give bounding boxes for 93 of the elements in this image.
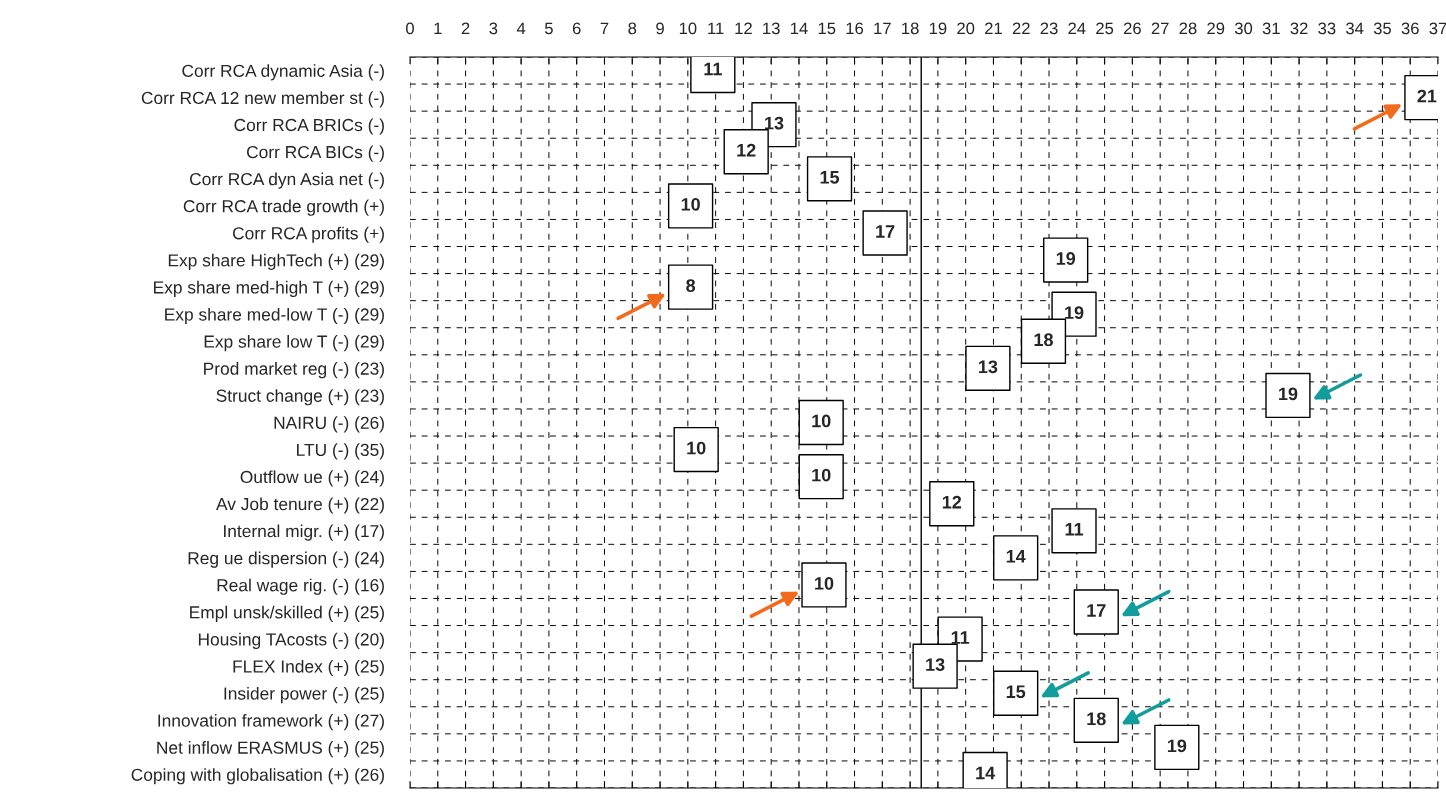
y-tick-label: Exp share med-low T (-) (29) bbox=[165, 307, 384, 325]
x-tick-label: 21 bbox=[985, 22, 1002, 35]
y-tick-label: Housing TAcosts (-) (20) bbox=[198, 632, 384, 649]
x-tick-label: 12 bbox=[735, 22, 752, 35]
annotation: 19 bbox=[1065, 306, 1084, 320]
x-tick-label: 1 bbox=[434, 22, 442, 35]
annotation: 11 bbox=[951, 631, 970, 644]
annotation: 11 bbox=[1065, 523, 1084, 536]
x-tick-label: 16 bbox=[846, 22, 864, 35]
x-tick-label: 13 bbox=[763, 22, 780, 35]
x-tick-label: 24 bbox=[1068, 22, 1086, 35]
y-tick-label: Exp share HighTech (+) (29) bbox=[168, 253, 384, 270]
y-tick-label: Insider power (-) (25) bbox=[224, 686, 384, 704]
x-tick-label: 23 bbox=[1040, 22, 1058, 35]
x-tick-label: 29 bbox=[1207, 22, 1225, 35]
y-tick-label: Net inflow ERASMUS (+) (25) bbox=[157, 741, 384, 758]
x-tick-label: 26 bbox=[1123, 22, 1141, 35]
annotation: 10 bbox=[812, 468, 831, 482]
x-tick-label: 33 bbox=[1318, 22, 1336, 35]
annotation: 13 bbox=[765, 116, 784, 130]
x-tick-label: 11 bbox=[708, 22, 724, 35]
annotation: 14 bbox=[1006, 550, 1026, 563]
annotation: 12 bbox=[942, 495, 962, 509]
annotation: 10 bbox=[687, 441, 706, 455]
x-tick-label: 20 bbox=[957, 22, 975, 35]
y-tick-label: Corr RCA 12 new member st (-) bbox=[141, 91, 384, 108]
annotation: 10 bbox=[815, 577, 834, 590]
x-tick-label: 37 bbox=[1429, 22, 1446, 35]
y-tick-label: Exp share med-high T (+) (29) bbox=[154, 280, 384, 298]
x-tick-label: 4 bbox=[516, 22, 526, 35]
x-tick-label: 7 bbox=[600, 22, 609, 35]
y-tick-label: Corr RCA dynamic Asia (-) bbox=[182, 64, 384, 81]
x-tick-label: 0 bbox=[406, 22, 414, 35]
y-tick-label: Outflow ue (+) (24) bbox=[240, 470, 384, 487]
y-tick-label: Real wage rig. (-) (16) bbox=[217, 578, 384, 595]
annotation: 15 bbox=[1006, 685, 1026, 699]
y-tick-label: Reg ue dispersion (-) (24) bbox=[188, 551, 384, 568]
annotation: 14 bbox=[976, 766, 996, 780]
annotation: 17 bbox=[876, 225, 895, 238]
y-tick-label: Corr RCA BRICs (-) bbox=[234, 118, 384, 135]
y-tick-label: Internal migr. (+) (17) bbox=[224, 524, 384, 541]
y-tick-label: Innovation framework (+) (27) bbox=[158, 714, 384, 731]
annotation: 13 bbox=[979, 360, 998, 374]
annotation: 15 bbox=[820, 171, 840, 184]
annotation: 10 bbox=[812, 414, 831, 428]
x-tick-label: 14 bbox=[790, 22, 808, 35]
x-tick-label: 5 bbox=[544, 22, 553, 35]
y-tick-label: Empl unsk/skilled (+) (25) bbox=[190, 605, 384, 622]
y-tick-label: Av Job tenure (+) (22) bbox=[216, 497, 384, 514]
x-tick-label: 10 bbox=[679, 22, 697, 35]
y-tick-label: Corr RCA trade growth (+) bbox=[183, 199, 384, 216]
y-tick-label: Coping with globalisation (+) (26) bbox=[131, 768, 384, 785]
annotation: 8 bbox=[686, 279, 696, 292]
x-tick-label: 34 bbox=[1346, 22, 1364, 35]
x-tick-label: 6 bbox=[572, 22, 581, 35]
y-tick-label: Prod market reg (-) (23) bbox=[204, 362, 384, 379]
x-tick-label: 18 bbox=[902, 22, 919, 35]
y-tick-label: LTU (-) (35) bbox=[297, 443, 384, 460]
y-tick-label: FLEX Index (+) (25) bbox=[233, 659, 384, 677]
y-tick-label: Exp share low T (-) (29) bbox=[204, 334, 384, 352]
x-tick-label: 27 bbox=[1151, 22, 1169, 35]
x-tick-label: 15 bbox=[818, 22, 836, 35]
annotation: 13 bbox=[926, 658, 945, 672]
annotation: 10 bbox=[681, 197, 700, 211]
annotation: 18 bbox=[1087, 712, 1106, 726]
y-tick-label: Corr RCA profits (+) bbox=[232, 226, 384, 243]
x-tick-label: 25 bbox=[1096, 22, 1114, 35]
x-tick-label: 36 bbox=[1401, 22, 1419, 35]
annotation: 18 bbox=[1034, 333, 1053, 347]
x-tick-label: 2 bbox=[461, 22, 470, 35]
x-tick-label: 22 bbox=[1012, 22, 1030, 35]
y-tick-label: NAIRU (-) (26) bbox=[274, 416, 384, 433]
y-tick-label: Corr RCA BICs (-) bbox=[246, 145, 384, 162]
annotation: 19 bbox=[1167, 739, 1187, 753]
annotation: 17 bbox=[1087, 604, 1106, 617]
annotation: 19 bbox=[1279, 387, 1298, 401]
y-tick-label: Struct change (+) (23) bbox=[216, 389, 384, 406]
x-tick-label: 19 bbox=[929, 22, 947, 35]
annotation: 19 bbox=[1056, 252, 1076, 265]
y-tick-label: Corr RCA dyn Asia net (-) bbox=[190, 172, 384, 189]
x-tick-label: 28 bbox=[1179, 22, 1197, 35]
x-tick-label: 8 bbox=[628, 22, 637, 35]
x-tick-label: 9 bbox=[656, 22, 664, 35]
x-tick-label: 30 bbox=[1234, 22, 1253, 35]
x-tick-label: 31 bbox=[1262, 22, 1280, 35]
x-tick-label: 32 bbox=[1290, 22, 1308, 35]
x-tick-label: 35 bbox=[1373, 22, 1391, 35]
annotation: 12 bbox=[737, 143, 756, 157]
x-tick-label: 3 bbox=[489, 22, 498, 35]
x-tick-label: 17 bbox=[874, 22, 891, 35]
annotation: 21 bbox=[1417, 89, 1437, 103]
point bbox=[667, 264, 714, 310]
annotation: 11 bbox=[704, 62, 722, 76]
